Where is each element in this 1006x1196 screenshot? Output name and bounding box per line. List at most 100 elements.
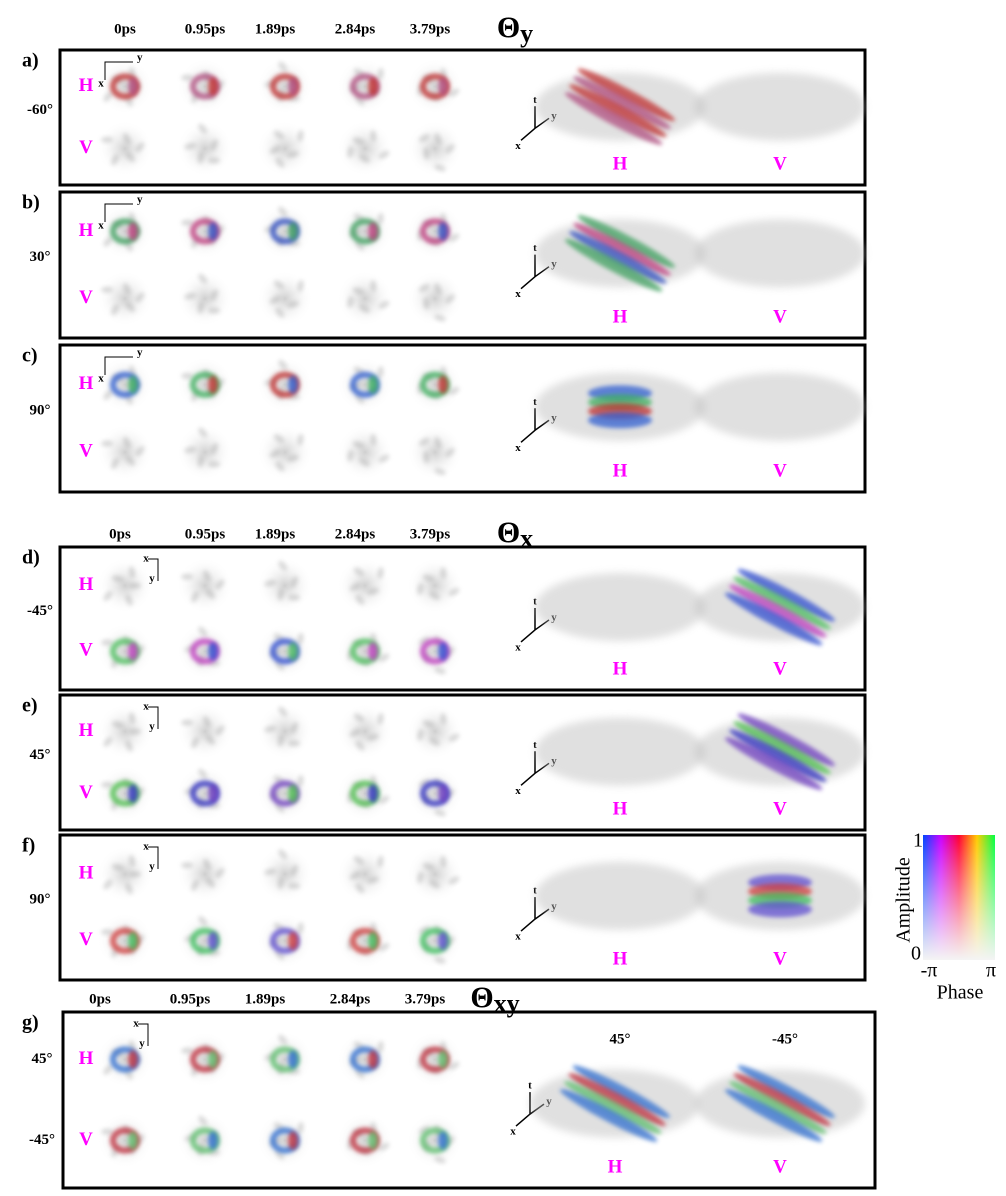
speckle [257, 270, 313, 327]
row-label: H [79, 1048, 94, 1069]
volume-stripe [748, 901, 812, 918]
speckle [197, 151, 204, 164]
mode-lobe [438, 931, 448, 950]
speckle [208, 461, 221, 468]
speckle [205, 589, 215, 600]
speckle [208, 157, 221, 164]
speckle [181, 219, 194, 226]
speckle [349, 728, 361, 737]
mode-lobe [368, 1050, 378, 1069]
speckle [434, 667, 446, 675]
speckle [418, 926, 430, 935]
axis3d-label: x [515, 140, 521, 152]
speckle [407, 203, 463, 260]
speckle [123, 436, 131, 449]
panel-label: f) [22, 835, 35, 857]
speckle [349, 583, 361, 591]
speckle [355, 393, 365, 404]
speckle [177, 58, 233, 115]
speckle [434, 1156, 446, 1164]
speckle [215, 867, 225, 878]
speckle [287, 301, 300, 308]
mode-lobe [368, 222, 378, 241]
speckle [125, 302, 135, 312]
view-label: V [773, 153, 787, 174]
mode-lobe [368, 931, 378, 950]
speckle [440, 855, 447, 868]
speckle [337, 557, 393, 614]
speckle [297, 774, 304, 787]
speckle [297, 280, 304, 292]
speckle [355, 740, 365, 751]
speckle [423, 297, 430, 310]
speckle [125, 455, 135, 466]
time-label: 0.95ps [185, 526, 226, 542]
speckle [97, 424, 153, 481]
speckle [208, 307, 221, 314]
speckle [97, 120, 153, 177]
speckle [378, 653, 390, 662]
speckle [355, 1068, 365, 1079]
speckle [135, 292, 145, 303]
speckle [352, 441, 365, 449]
speckle [101, 136, 114, 143]
speckle [177, 270, 233, 327]
speckle [297, 632, 304, 645]
volume-stripe [588, 412, 652, 429]
title-subscript: xy [494, 989, 520, 1018]
colorbar-title: Amplitude [893, 857, 915, 943]
speckle [422, 574, 435, 582]
speckle [210, 289, 218, 301]
volume-stripe [729, 584, 827, 638]
speckle [275, 1149, 285, 1160]
speckle [448, 233, 460, 242]
speckle [337, 203, 393, 260]
speckle [111, 721, 124, 728]
speckle [257, 356, 313, 413]
row-label: V [79, 929, 93, 950]
speckle [448, 733, 460, 742]
speckle [103, 1064, 113, 1075]
speckle [378, 300, 390, 309]
volume-stripe [577, 68, 675, 122]
mode-lobe [438, 222, 448, 241]
angle-label: -45° [29, 1132, 55, 1148]
speckle [337, 765, 393, 822]
speckle [205, 734, 215, 745]
speckle [125, 740, 133, 752]
inset-axis-label: x [98, 78, 104, 90]
row-label: V [79, 287, 93, 308]
speckle [273, 280, 285, 290]
speckle [111, 863, 124, 871]
angle-label: 90° [30, 403, 51, 419]
speckle [275, 461, 285, 472]
row-label: H [79, 220, 94, 241]
inset-axes [148, 558, 159, 581]
time-label: 2.84ps [335, 526, 376, 542]
speckle [429, 737, 440, 746]
mode-lobe [288, 1131, 298, 1150]
speckle [278, 1034, 288, 1045]
speckle [359, 304, 370, 313]
volume-stripe [729, 729, 827, 783]
panel-label: c) [22, 345, 38, 367]
speckle [337, 120, 393, 177]
volume-stripe [564, 1081, 662, 1134]
speckle [367, 733, 380, 741]
speckle [111, 304, 119, 316]
inset-axis-label: x [143, 553, 149, 565]
inset-axis-label: y [149, 721, 155, 733]
speckle [257, 846, 313, 903]
speckle [370, 130, 377, 143]
speckle [287, 151, 300, 158]
volume-stripe [565, 92, 663, 145]
speckle [407, 765, 463, 822]
speckle [198, 1115, 208, 1126]
speckle [184, 142, 197, 150]
speckle [205, 877, 215, 888]
speckle [257, 623, 313, 680]
speckle [128, 854, 136, 867]
volume-stripe [572, 1065, 670, 1118]
speckle [434, 314, 446, 322]
mode-lobe [208, 931, 218, 950]
